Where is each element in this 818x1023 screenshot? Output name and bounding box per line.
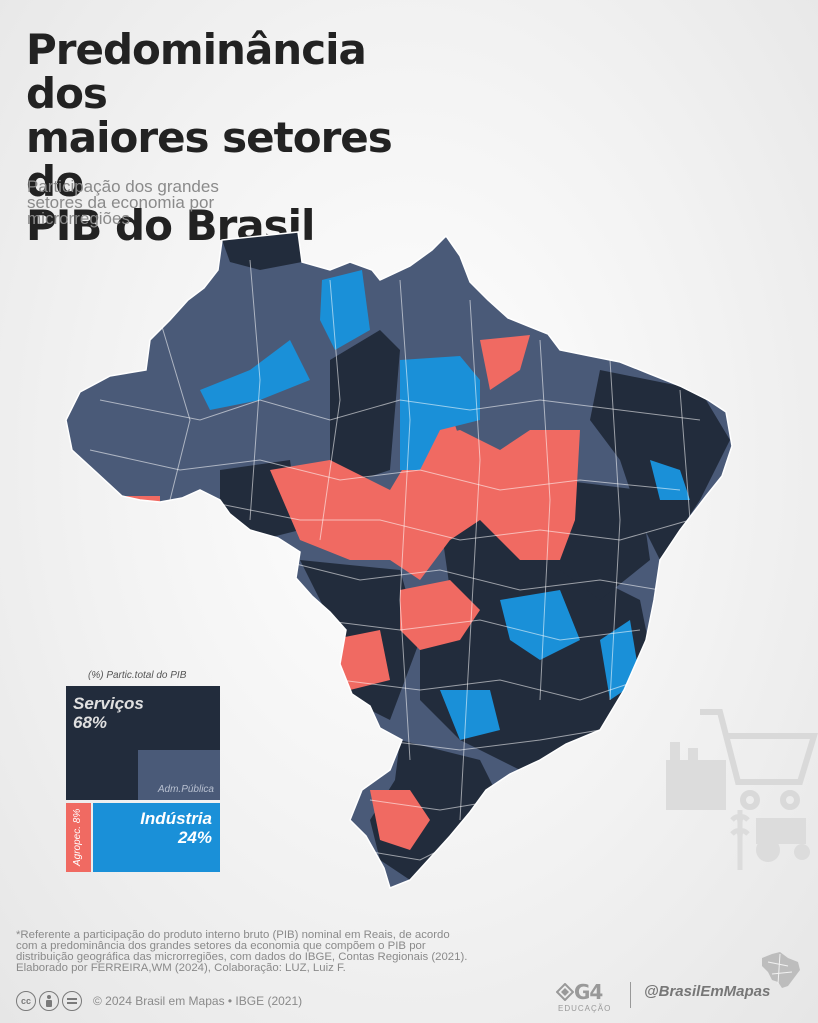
- region-industria-amapa: [320, 270, 370, 350]
- g4-logo: G4 EDUCAÇÃO: [555, 978, 618, 1014]
- footnote-line-3: distribuição geográfica das microrregiõe…: [16, 951, 468, 963]
- title-line-1: Predominância dos: [26, 25, 367, 118]
- region-servicos-center-north: [330, 330, 400, 480]
- legend-caption: (%) Partic.total do PIB: [88, 670, 187, 681]
- cart-icon: [700, 709, 818, 785]
- map-subtitle: Participação dos grandes setores da econ…: [27, 177, 267, 228]
- legend-industria-block: Indústria 24%: [93, 803, 220, 872]
- region-agro-ms: [330, 630, 390, 690]
- legend-servicos-name: Serviços: [73, 694, 144, 713]
- legend-agropecuaria-block: Agropec. 8%: [66, 803, 91, 872]
- region-servicos-bahia: [560, 480, 650, 600]
- wheat-icon: [730, 810, 750, 870]
- map-title: Predominância dos maiores setores do PIB…: [26, 28, 446, 248]
- subtitle-line-2: setores da economia por: [27, 193, 215, 212]
- legend-agropecuaria-label: Agropec. 8%: [72, 808, 83, 866]
- background-sector-icons: [666, 709, 818, 870]
- by-icon: [39, 991, 59, 1011]
- title-line-2: maiores setores do: [26, 113, 393, 206]
- footnote: *Referente a participação do produto int…: [16, 929, 520, 974]
- region-industria-sp: [440, 690, 500, 740]
- legend-servicos-label: Serviços 68%: [73, 694, 144, 732]
- social-handle: @BrasilEmMapas: [644, 983, 771, 1000]
- legend-industria-name: Indústria: [140, 809, 212, 828]
- region-agro-mt: [270, 430, 580, 580]
- cc-icon: cc: [16, 991, 36, 1011]
- region-industria-amazonas: [200, 340, 310, 410]
- brasil-em-mapas-logo-icon: [762, 952, 800, 988]
- g4-subtitle: EDUCAÇÃO: [558, 1004, 612, 1013]
- region-agro-goias-south: [400, 580, 480, 650]
- region-industria-mg: [500, 590, 580, 660]
- factory-icon: [666, 760, 726, 810]
- legend-treemap: Serviços 68% Adm.Pública Agropec. 8% Ind…: [66, 686, 220, 872]
- subtitle-line-1: Participação dos grandes: [27, 177, 219, 196]
- region-agro-rs: [370, 790, 430, 850]
- license-line: cc © 2024 Brasil em Mapas • IBGE (2021): [16, 990, 302, 1012]
- brand-divider: [630, 982, 631, 1008]
- legend-adm-publica-label: Adm.Pública: [157, 784, 214, 795]
- region-agro-para: [480, 335, 530, 390]
- nd-icon: [62, 991, 82, 1011]
- legend-servicos-value: 68%: [73, 713, 108, 732]
- footnote-line-2: com a predominância dos grandes setores …: [16, 940, 426, 952]
- subtitle-line-3: microrregiões: [27, 209, 130, 228]
- footnote-line-1: *Referente a participação do produto int…: [16, 929, 450, 941]
- brazil-border: [65, 231, 733, 890]
- legend-adm-publica-block: Adm.Pública: [138, 750, 220, 800]
- copyright-text: © 2024 Brasil em Mapas • IBGE (2021): [93, 994, 303, 1008]
- g4-mark-text: G4: [574, 980, 603, 1004]
- footnote-line-4: Elaborado por FERREIRA,WM (2024), Colabo…: [16, 962, 346, 974]
- region-industria-para: [400, 356, 480, 470]
- legend-industria-value: 24%: [177, 828, 212, 847]
- legend-industria-label: Indústria 24%: [140, 809, 212, 847]
- region-servicos-roraima: [222, 232, 302, 270]
- g4-diamond-icon: [555, 982, 575, 1002]
